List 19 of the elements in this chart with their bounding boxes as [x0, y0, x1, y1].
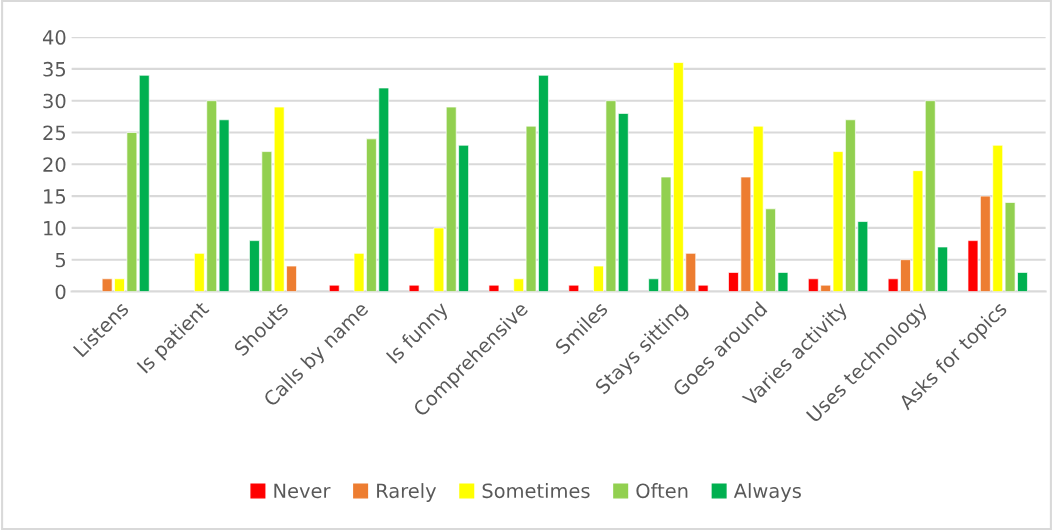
y-tick-label: 10 — [44, 220, 66, 236]
y-tick-label: 0 — [55, 284, 66, 300]
bar — [488, 284, 500, 292]
y-tick-label: 40 — [42, 30, 66, 45]
y-tick-label: 15 — [44, 189, 66, 204]
legend-label: Always — [733, 483, 801, 502]
legend-label: Sometimes — [482, 483, 590, 499]
legend-label: Rarely — [377, 483, 437, 502]
legend-label: Never — [274, 483, 331, 499]
y-tick-label: 20 — [43, 157, 66, 172]
y-tick-label: 5 — [55, 252, 66, 268]
legend-label: Often — [636, 483, 688, 499]
bar — [568, 284, 580, 292]
y-tick-label: 35 — [43, 61, 66, 77]
bar — [433, 227, 445, 292]
bar — [408, 284, 420, 292]
bar — [328, 284, 340, 292]
y-tick-label: 25 — [43, 125, 66, 141]
y-tick-label: 30 — [43, 93, 66, 109]
